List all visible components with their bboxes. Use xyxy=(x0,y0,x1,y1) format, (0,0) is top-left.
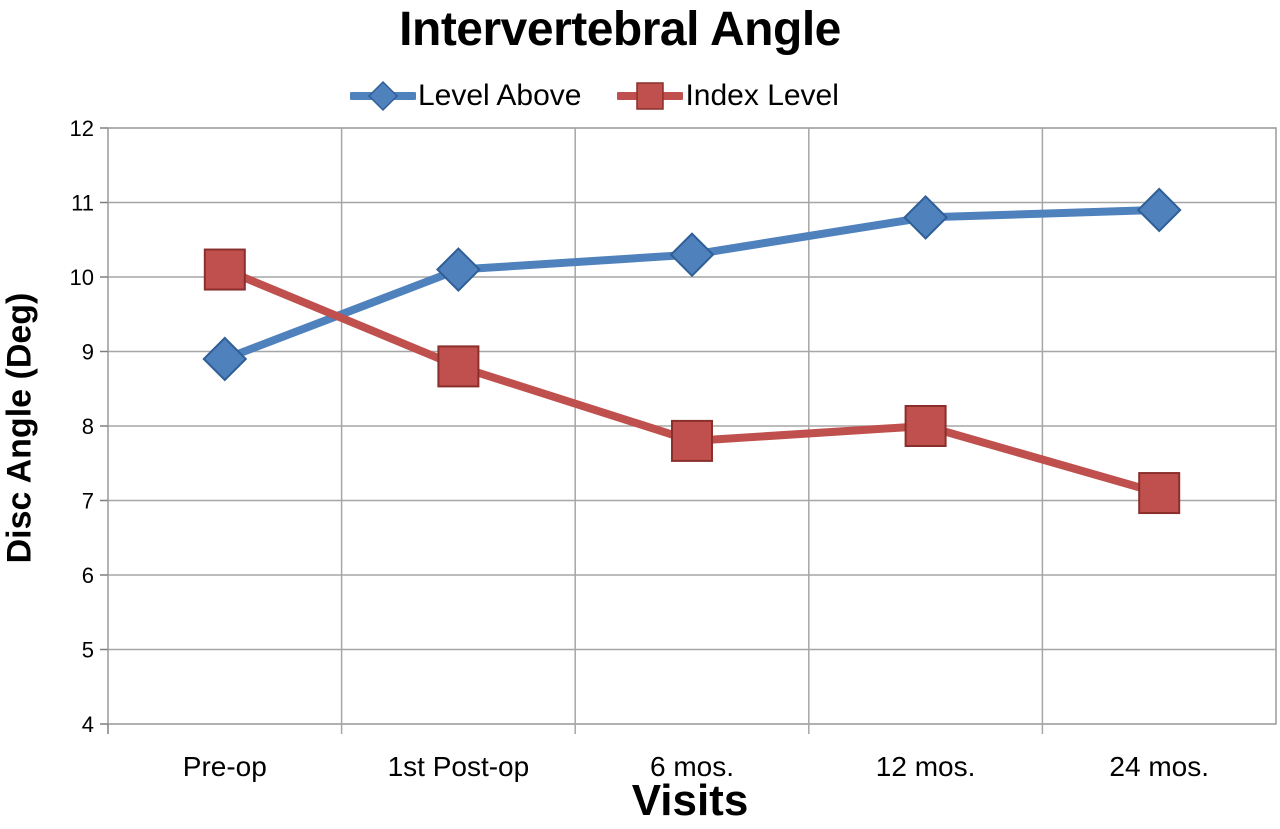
data-point-level-above xyxy=(435,247,481,292)
data-point-level-above xyxy=(1136,187,1182,233)
legend-label-level-above: Level Above xyxy=(418,79,582,112)
data-point-index-level xyxy=(1138,472,1181,515)
y-tick-label: 11 xyxy=(71,191,94,216)
legend: Level Above Index Level xyxy=(350,74,875,118)
y-tick-label: 6 xyxy=(82,563,94,588)
legend-item-index-level: Index Level xyxy=(617,74,839,118)
legend-label-index-level: Index Level xyxy=(685,79,839,112)
data-point-level-above xyxy=(903,194,949,240)
x-tick-label: 1st Post-op xyxy=(388,751,530,782)
legend-item-level-above: Level Above xyxy=(350,74,581,118)
data-point-level-above xyxy=(669,232,715,278)
y-tick-label: 7 xyxy=(82,489,94,514)
data-point-level-above xyxy=(202,336,248,382)
y-tick-label: 4 xyxy=(82,712,94,737)
legend-swatch-index-level xyxy=(617,82,684,110)
y-tick-label: 8 xyxy=(82,414,94,439)
data-point-index-level xyxy=(671,419,713,462)
y-tick-label: 9 xyxy=(82,340,94,365)
data-point-index-level xyxy=(904,405,947,447)
y-tick-label: 5 xyxy=(82,638,94,663)
chart-title: Intervertebral Angle xyxy=(399,3,841,56)
x-tick-label: Pre-op xyxy=(183,751,267,782)
y-axis-label: Disc Angle (Deg) xyxy=(0,292,39,564)
x-axis-label: Visits xyxy=(631,776,749,825)
data-point-index-level xyxy=(437,345,480,388)
data-point-index-level xyxy=(203,248,246,291)
x-tick-label: 12 mos. xyxy=(876,751,976,782)
x-tick-label: 24 mos. xyxy=(1109,751,1209,782)
y-tick-label: 12 xyxy=(70,116,94,141)
y-tick-label: 10 xyxy=(70,265,94,290)
legend-swatch-level-above xyxy=(350,80,416,112)
x-tick-label: 6 mos. xyxy=(650,751,734,782)
